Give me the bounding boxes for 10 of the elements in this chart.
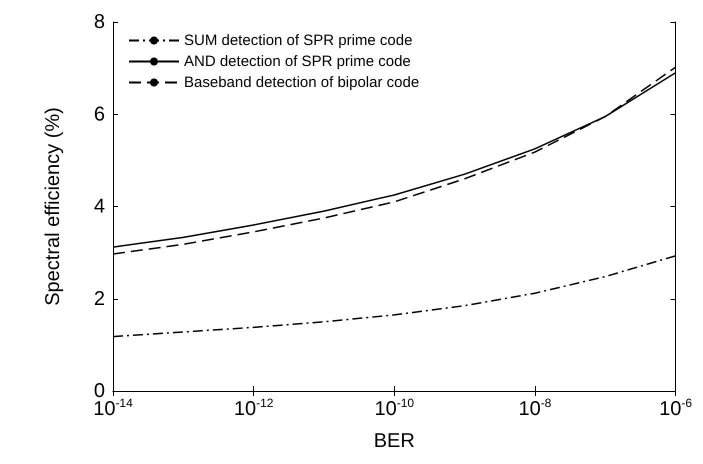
y-axis-title: Spectral efficiency (%) <box>42 107 64 306</box>
y-tick-label: 6 <box>94 103 105 126</box>
y-tick-label: 0 <box>94 380 105 402</box>
legend-label: AND detection of SPR prime code <box>184 53 411 70</box>
x-axis-title: BER <box>374 430 415 452</box>
legend-label: Baseband detection of bipolar code <box>184 74 420 91</box>
y-tick-label: 8 <box>94 11 105 33</box>
y-tick-label: 4 <box>94 196 105 218</box>
y-tick-label: 2 <box>94 288 105 310</box>
legend-label: SUM detection of SPR prime code <box>184 32 412 49</box>
